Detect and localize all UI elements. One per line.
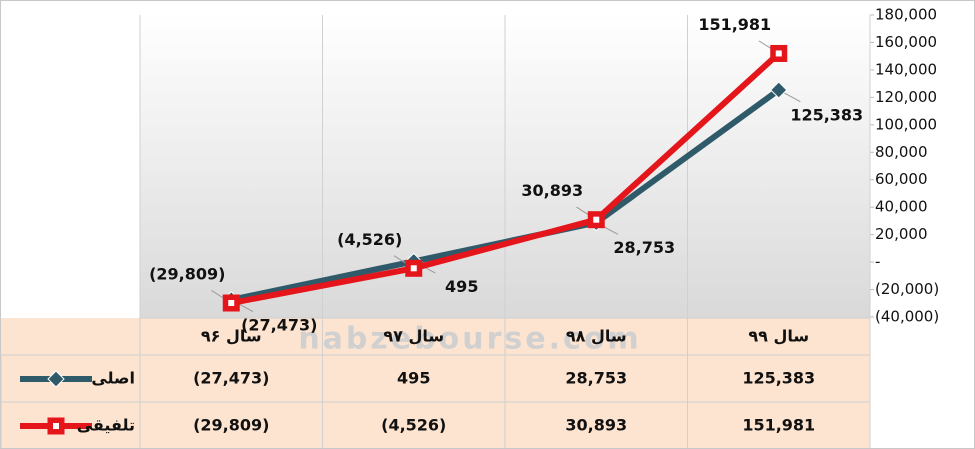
data-label: (4,526) [337, 230, 402, 249]
y-tick-label: - [875, 253, 880, 271]
x-tick-label: سال ۹۸ [566, 327, 627, 346]
table-cell: 28,753 [565, 369, 627, 388]
x-tick-label: سال ۹۹ [748, 327, 809, 346]
marker-center [228, 300, 235, 307]
table-cell: (29,809) [193, 416, 269, 435]
table-cell: 495 [397, 369, 430, 388]
table-cell: 151,981 [742, 416, 815, 435]
table-cell: 125,383 [742, 369, 815, 388]
x-tick-label: سال ۹۷ [383, 327, 444, 346]
data-label: 30,893 [521, 181, 583, 200]
table-cell: 30,893 [565, 416, 627, 435]
table-cell: (27,473) [193, 369, 269, 388]
x-tick-label: سال ۹۶ [201, 327, 262, 346]
data-table [1, 318, 870, 448]
marker [770, 81, 788, 99]
legend-marker [47, 370, 65, 388]
data-label: 125,383 [790, 105, 863, 124]
y-tick-label: 100,000 [875, 115, 937, 133]
marker-center [775, 50, 782, 57]
y-tick-label: 20,000 [875, 225, 928, 243]
data-label: 28,753 [613, 238, 675, 257]
y-tick-label: 160,000 [875, 33, 937, 51]
y-tick-label: (20,000) [875, 280, 939, 298]
watermark: nabzebourse.com [298, 322, 641, 357]
y-tick-label: 80,000 [875, 143, 928, 161]
y-tick-label: 40,000 [875, 198, 928, 216]
legend-label: تلفیقی [77, 416, 135, 435]
data-label: 495 [445, 277, 478, 296]
data-label: 151,981 [698, 15, 771, 34]
marker-center [53, 423, 59, 429]
marker-center [593, 216, 600, 223]
table-cell: (4,526) [381, 416, 446, 435]
marker-center [410, 265, 417, 272]
y-tick-label: 60,000 [875, 170, 928, 188]
y-tick-label: 120,000 [875, 88, 937, 106]
data-label: (29,809) [149, 265, 225, 284]
y-tick-label: 140,000 [875, 60, 937, 78]
series-line [230, 51, 781, 306]
legend-label: اصلی [91, 369, 135, 388]
data-label: (27,473) [241, 315, 317, 334]
y-tick-label: (40,000) [875, 308, 939, 326]
y-tick-label: 180,000 [875, 6, 937, 24]
